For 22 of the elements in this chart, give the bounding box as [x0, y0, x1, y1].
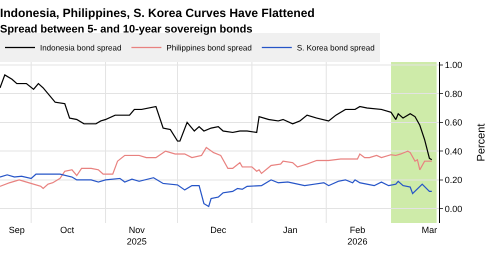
x-tick-label: Feb 2026: [347, 225, 368, 247]
x-tick-label: Sep: [8, 225, 25, 235]
y-tick-label: 0.80: [444, 88, 462, 99]
y-tick-label: 1.00: [444, 60, 462, 70]
chart-title: Indonesia, Philippines, S. Korea Curves Have Flattened: [0, 6, 315, 20]
chart-subtitle: Spread between 5- and 10-year sovereign bonds: [0, 24, 252, 36]
x-tick-label: Mar: [422, 225, 438, 235]
y-axis-title: Percent: [476, 124, 488, 162]
y-tick-label: 0.60: [444, 118, 462, 128]
legend-label: Indonesia bond spread: [40, 44, 122, 53]
x-tick-label: Dec: [210, 225, 227, 235]
legend-label: S. Korea bond spread: [296, 44, 375, 53]
line-series: [0, 74, 432, 160]
legend-label: Philippines bond spread: [166, 44, 252, 53]
y-tick-label: 0.00: [444, 204, 462, 214]
y-tick-label: 0.40: [444, 146, 462, 156]
y-tick-label: 0.20: [444, 175, 462, 186]
x-tick-label: Oct: [60, 225, 75, 235]
x-tick-label: Jan: [283, 225, 298, 235]
line-series: [0, 174, 432, 208]
line-series: [0, 146, 432, 190]
x-tick-label: Nov 2025: [126, 225, 147, 247]
